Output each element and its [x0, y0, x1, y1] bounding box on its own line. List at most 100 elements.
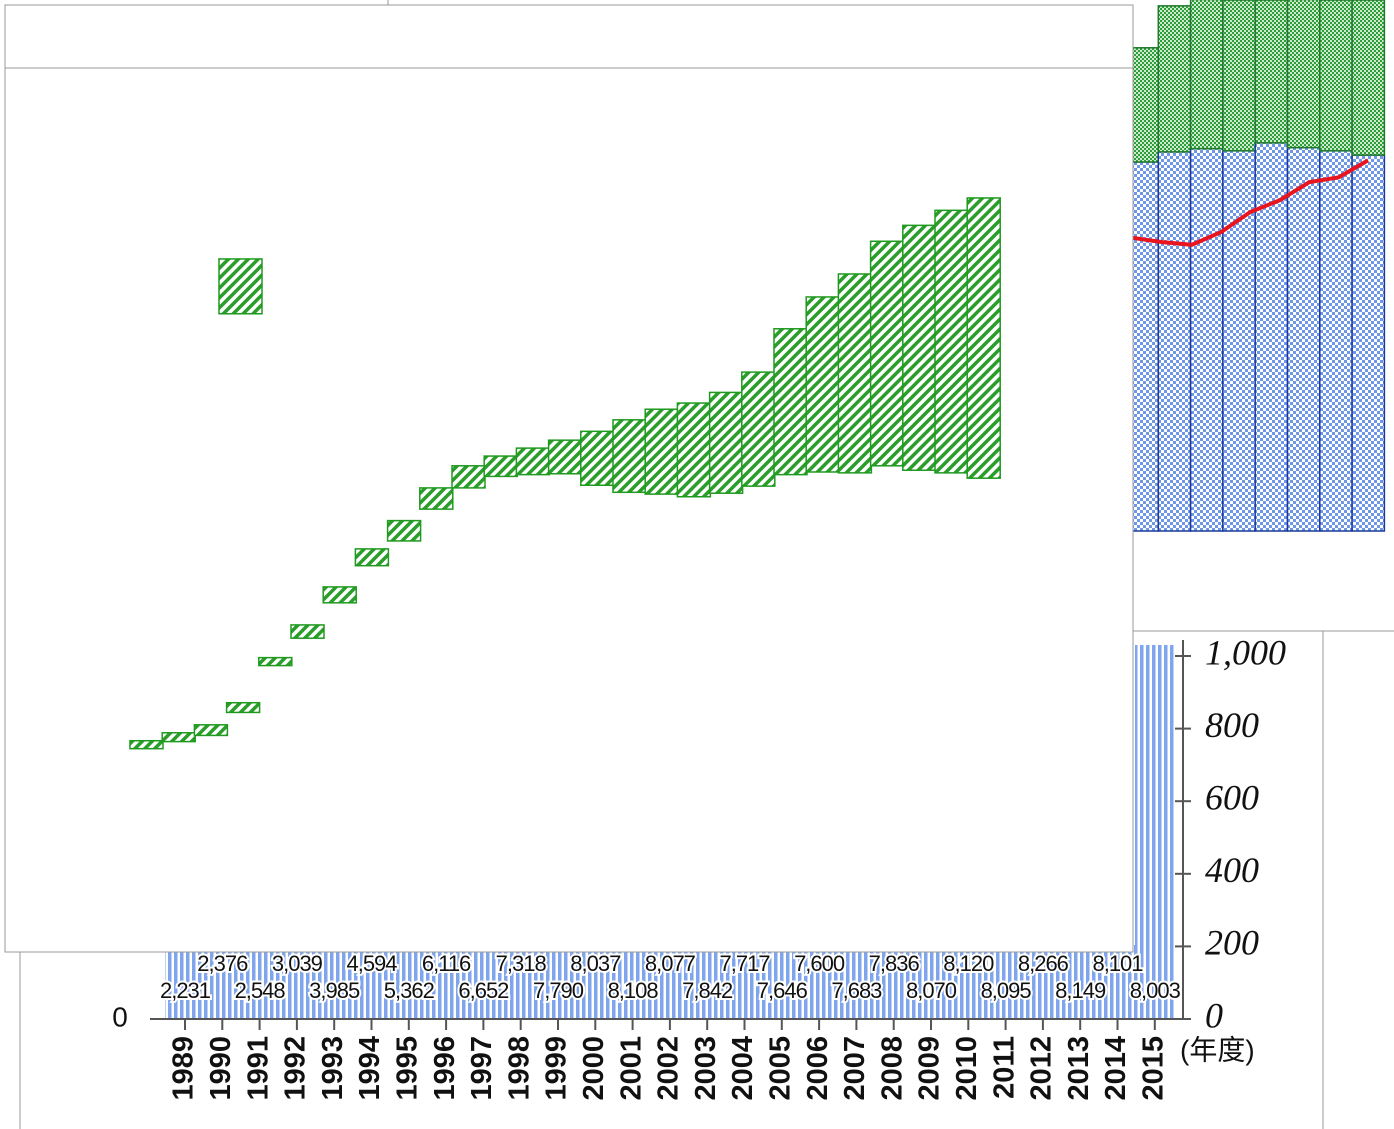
value-label: 7,842 — [682, 978, 733, 1003]
value-label: 6,116 — [422, 951, 471, 976]
x-tick-label: 2007 — [839, 1036, 871, 1101]
x-tick-label: 1992 — [280, 1036, 312, 1101]
x-tick-label: 1999 — [541, 1036, 573, 1101]
floating-bar — [805, 296, 840, 473]
floating-bar — [225, 701, 261, 714]
floating-bar — [258, 656, 293, 667]
value-label: 7,683 — [831, 978, 882, 1003]
y2-tick-label: 1,000 — [1205, 632, 1286, 672]
value-label: 5,362 — [384, 978, 435, 1003]
stacked-bar — [1157, 151, 1192, 532]
floating-bar — [218, 258, 263, 315]
value-label: 6,652 — [458, 978, 509, 1003]
value-label: 7,836 — [869, 951, 920, 976]
x-tick-label: 2004 — [727, 1036, 759, 1101]
floating-bar — [386, 519, 422, 542]
floating-bar — [451, 465, 486, 489]
x-tick-label: 2013 — [1063, 1036, 1095, 1101]
background-window: (年度) 1989 1990 1991 1992 1993 1994 1995 1996 199… — [19, 0, 1324, 1129]
value-label: 8,149 — [1055, 978, 1106, 1003]
value-label: 3,039 — [272, 951, 323, 976]
y-tick-label: 0 — [112, 1001, 128, 1032]
floating-bar — [193, 724, 229, 737]
value-label: 2,231 — [160, 978, 211, 1003]
value-label: 8,266 — [1018, 951, 1069, 976]
stacked-bar — [1189, 0, 1224, 150]
value-label: 8,108 — [608, 978, 659, 1003]
x-tick-label: 2002 — [653, 1036, 685, 1101]
y2-tick-label: 400 — [1205, 850, 1259, 890]
value-label: 8,095 — [981, 978, 1032, 1003]
stacked-bar — [1133, 47, 1160, 163]
value-label: 8,037 — [570, 951, 621, 976]
stacked-bar — [1222, 150, 1256, 532]
floating-bar — [902, 224, 937, 471]
stacked-bar — [1189, 147, 1224, 532]
x-tick-label: 2014 — [1100, 1036, 1132, 1101]
stacked-bar — [1254, 142, 1289, 532]
x-tick-label: 2000 — [578, 1036, 610, 1101]
x-tick-label: 2003 — [690, 1036, 722, 1101]
value-label: 8,120 — [943, 951, 994, 976]
x-tick-label: 1996 — [429, 1036, 461, 1101]
stacked-bar — [1286, 146, 1321, 532]
stacked-bar — [1351, 0, 1386, 156]
floating-bar — [612, 419, 647, 494]
value-label: 7,790 — [533, 978, 584, 1003]
x-tick-label: 1995 — [391, 1036, 423, 1101]
floating-bar — [869, 240, 905, 467]
value-label: 8,077 — [645, 951, 696, 976]
floating-bar — [966, 197, 1001, 479]
x-tick-label: 2015 — [1137, 1036, 1169, 1101]
x-tick-label: 1989 — [168, 1036, 200, 1101]
y2-tick-label: 800 — [1205, 705, 1259, 745]
x-tick-label: 2006 — [802, 1036, 834, 1101]
x-tick-label: 2005 — [764, 1036, 796, 1101]
floating-bar — [773, 328, 808, 476]
x-tick-label: 2009 — [914, 1036, 946, 1101]
line — [1133, 158, 1370, 247]
value-label: 2,376 — [197, 951, 248, 976]
stacked-bar — [1351, 154, 1386, 532]
bar-texture — [165, 945, 1175, 1019]
x-tick-label: 1997 — [466, 1036, 498, 1101]
x-tick-label: 2001 — [615, 1036, 647, 1101]
x-tick-label: 1998 — [503, 1036, 535, 1101]
top-right-window — [1133, 0, 1394, 632]
x-tick-label: 2012 — [1026, 1036, 1058, 1101]
value-label: 8,070 — [906, 978, 957, 1003]
bar-texture — [1135, 645, 1175, 1019]
stacked-bar — [1222, 0, 1256, 152]
x-unit: (年度) — [1180, 1034, 1255, 1065]
value-label: 7,646 — [757, 978, 808, 1003]
x-tick-label: 2011 — [988, 1036, 1020, 1099]
floating-bar — [676, 402, 712, 498]
floating-bar — [129, 739, 164, 750]
x-tick-label: 1991 — [242, 1036, 274, 1101]
floating-bar — [515, 447, 551, 476]
stacked-bar — [1286, 0, 1321, 149]
floating-bar — [290, 624, 325, 639]
floating-bar — [547, 439, 583, 475]
x-tick-label: 1994 — [354, 1036, 386, 1101]
floating-bar — [322, 586, 357, 604]
x-tick-label: 1990 — [205, 1036, 237, 1101]
floating-bar — [161, 732, 196, 743]
value-label: 8,101 — [1092, 951, 1143, 976]
floating-bar — [354, 548, 390, 567]
stacked-bar — [1157, 5, 1192, 153]
floating-bar — [580, 430, 615, 486]
stacked-bar — [1319, 150, 1353, 532]
floating-bar — [419, 487, 454, 510]
floating-bar — [644, 408, 679, 495]
title-bar — [4, 4, 1134, 69]
value-label: 7,717 — [719, 951, 770, 976]
x-tick-label: 2010 — [951, 1036, 983, 1101]
y2-tick-label: 200 — [1205, 923, 1259, 963]
x-tick-label: 1993 — [317, 1036, 349, 1101]
value-label: 3,985 — [309, 978, 360, 1003]
y2-tick-label: 600 — [1205, 777, 1259, 817]
